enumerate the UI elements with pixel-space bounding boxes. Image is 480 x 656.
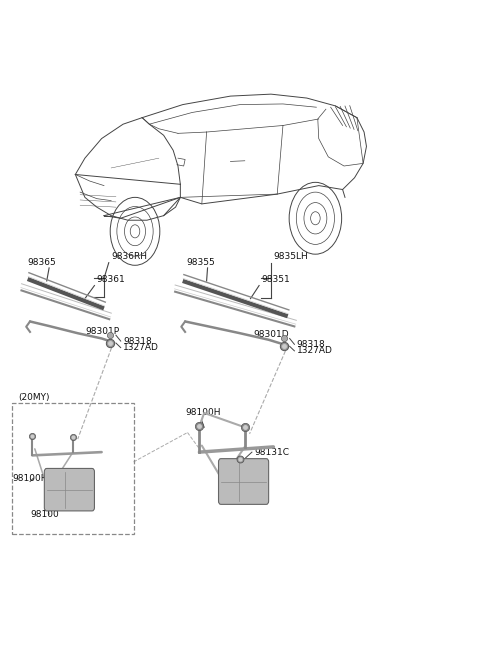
Text: 98100: 98100 — [30, 510, 59, 519]
Text: 98355: 98355 — [186, 258, 215, 266]
Text: 1327AD: 1327AD — [123, 343, 159, 352]
Text: 98100H: 98100H — [12, 474, 48, 483]
Text: 98318: 98318 — [297, 340, 325, 349]
Text: 1327AD: 1327AD — [297, 346, 333, 356]
FancyBboxPatch shape — [218, 459, 269, 504]
Text: 98131C: 98131C — [254, 447, 289, 457]
Text: 98361: 98361 — [97, 276, 126, 284]
Text: 98365: 98365 — [28, 258, 56, 266]
Text: 9835LH: 9835LH — [274, 252, 308, 260]
Text: (20MY): (20MY) — [18, 393, 49, 402]
Text: 98301P: 98301P — [85, 327, 119, 337]
Text: 9836RH: 9836RH — [111, 252, 147, 260]
FancyBboxPatch shape — [44, 468, 95, 511]
Text: 98301D: 98301D — [253, 330, 289, 339]
Text: 98351: 98351 — [262, 276, 290, 284]
Text: 98318: 98318 — [123, 337, 152, 346]
Text: 98100H: 98100H — [185, 409, 221, 417]
